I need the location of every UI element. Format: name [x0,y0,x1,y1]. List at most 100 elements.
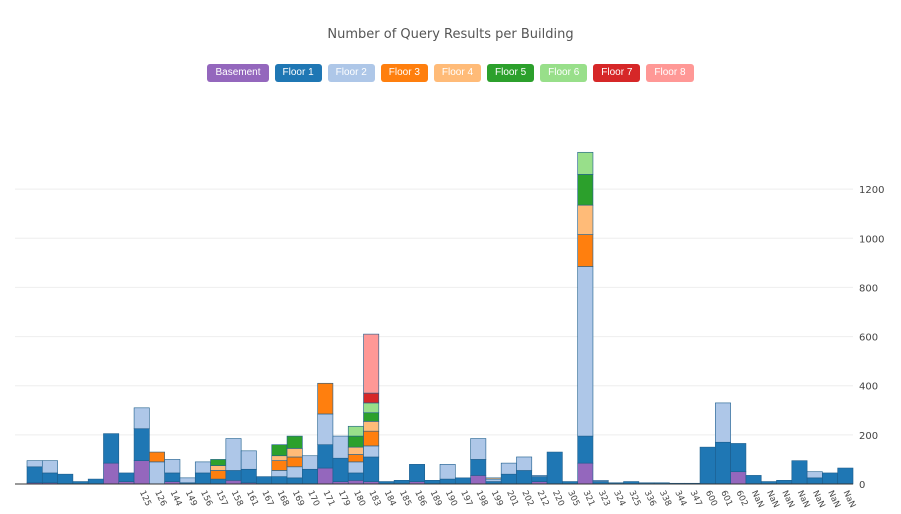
bar-segment[interactable] [470,438,487,460]
bar-segment[interactable] [210,465,227,471]
bar-segment[interactable] [363,445,380,458]
bar-segment[interactable] [332,457,349,482]
legend-item-floor-3[interactable]: Floor 3 [380,64,428,82]
bar-segment[interactable] [439,464,456,480]
bar-segment[interactable] [347,446,364,455]
bar-segment[interactable] [302,455,318,470]
bar-segment[interactable] [133,460,150,485]
legend-item-basement[interactable]: Basement [207,64,269,82]
bar-segment[interactable] [41,472,58,484]
bar-segment[interactable] [26,466,43,484]
bar-segment[interactable] [363,456,380,482]
bar-segment[interactable] [439,478,456,485]
bar-segment[interactable] [363,430,380,447]
bar-segment[interactable] [271,460,288,471]
bar-segment[interactable] [347,425,364,437]
bar-segment[interactable] [347,461,364,474]
bar-segment[interactable] [806,471,823,479]
bar-segment[interactable] [454,477,471,485]
bar-segment[interactable] [837,467,854,485]
bar-segment[interactable] [133,407,150,430]
bar-segment[interactable] [225,438,242,471]
bar-segment[interactable] [164,472,181,482]
bar-segment[interactable] [286,435,303,449]
bar-segment[interactable] [164,459,181,474]
legend-item-floor-2[interactable]: Floor 2 [327,64,375,82]
bar-segment[interactable] [485,478,502,482]
bar-segment[interactable] [179,477,196,484]
bar-segment[interactable] [592,480,609,482]
bar-segment[interactable] [225,470,242,481]
bar-segment[interactable] [409,464,426,482]
legend-item-floor-8[interactable]: Floor 8 [646,64,694,82]
bar-segment[interactable] [118,472,135,482]
bar-segment[interactable] [363,333,380,394]
bar-segment[interactable] [87,478,104,485]
bar-segment[interactable] [286,456,303,468]
legend-item-floor-5[interactable]: Floor 5 [487,64,535,82]
bar-segment[interactable] [776,480,793,485]
bar-segment[interactable] [317,444,334,469]
bar-segment[interactable] [730,471,747,485]
bar-segment[interactable] [317,382,334,415]
bar-segment[interactable] [791,460,808,485]
bar-segment[interactable] [286,448,303,458]
legend-item-floor-7[interactable]: Floor 7 [593,64,641,82]
bar-segment[interactable] [577,266,594,437]
bar-segment[interactable] [822,472,839,485]
bar-segment[interactable] [149,461,165,485]
bar-segment[interactable] [393,480,410,485]
bar-segment[interactable] [103,433,120,464]
bar-segment[interactable] [485,477,502,480]
bar-segment[interactable] [41,460,58,474]
bar-segment[interactable] [363,412,380,422]
bar-segment[interactable] [26,460,43,468]
bar-segment[interactable] [577,462,594,485]
bar-segment[interactable] [500,462,517,475]
bar-segment[interactable] [103,462,120,485]
bar-segment[interactable] [194,472,211,485]
bar-segment[interactable] [271,455,288,461]
bar-segment[interactable] [470,459,487,476]
bar-segment[interactable] [286,477,303,485]
bar-segment[interactable] [363,402,380,414]
bar-segment[interactable] [531,475,548,477]
bar-segment[interactable] [240,450,257,470]
bar-segment[interactable] [715,441,731,485]
bar-segment[interactable] [806,477,823,485]
bar-segment[interactable] [500,473,517,485]
legend-item-floor-6[interactable]: Floor 6 [540,64,588,82]
bar-segment[interactable] [347,480,364,485]
bar-segment[interactable] [516,456,533,471]
bar-segment[interactable] [133,428,150,461]
bar-segment[interactable] [256,476,273,485]
bar-segment[interactable] [546,451,563,485]
bar-segment[interactable] [210,470,227,480]
bar-segment[interactable] [363,421,380,432]
bar-segment[interactable] [271,470,288,477]
bar-segment[interactable] [577,234,594,267]
bar-segment[interactable] [271,476,288,485]
bar-segment[interactable] [745,475,762,485]
bar-segment[interactable] [210,478,227,485]
legend-item-floor-1[interactable]: Floor 1 [274,64,322,82]
bar-segment[interactable] [531,476,548,482]
bar-segment[interactable] [317,413,334,445]
bar-segment[interactable] [577,151,594,175]
bar-segment[interactable] [516,470,533,485]
bar-segment[interactable] [363,392,380,404]
bar-segment[interactable] [194,461,211,474]
bar-segment[interactable] [470,475,487,485]
bar-segment[interactable] [347,454,364,463]
bar-segment[interactable] [424,480,441,485]
bar-segment[interactable] [286,466,303,479]
bar-segment[interactable] [347,435,364,448]
bar-segment[interactable] [347,472,364,481]
bar-segment[interactable] [317,467,334,485]
bar-segment[interactable] [57,473,74,485]
bar-segment[interactable] [577,204,594,235]
bar-segment[interactable] [715,402,731,443]
bar-segment[interactable] [577,174,594,206]
bar-segment[interactable] [332,435,349,459]
bar-segment[interactable] [730,443,747,473]
